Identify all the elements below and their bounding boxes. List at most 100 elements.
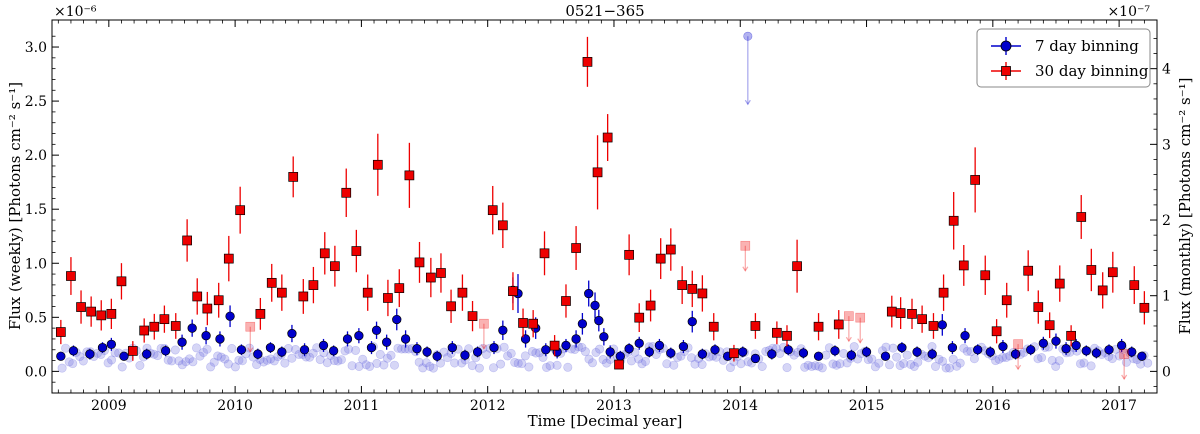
monthly-data-point xyxy=(86,306,96,317)
faint-weekly-point xyxy=(909,361,919,371)
weekly-data-point xyxy=(328,346,339,356)
weekly-data-point xyxy=(1071,340,1081,351)
faint-weekly-point xyxy=(884,360,894,370)
faint-weekly-point xyxy=(510,357,520,367)
monthly-upper-limit-point xyxy=(245,321,256,332)
faint-weekly-point xyxy=(595,344,605,354)
weekly-data-point xyxy=(678,341,689,352)
faint-weekly-point xyxy=(153,351,163,361)
x-tick-label: 2011 xyxy=(344,398,380,414)
faint-weekly-point xyxy=(361,360,371,370)
monthly-data-point xyxy=(634,312,645,323)
weekly-data-point xyxy=(215,334,225,344)
faint-weekly-point xyxy=(230,362,240,372)
faint-weekly-point xyxy=(527,346,537,356)
weekly-upper-limit-point xyxy=(743,31,753,41)
weekly-data-point xyxy=(119,351,129,361)
y-left-tick-label: 1.0 xyxy=(25,256,47,272)
monthly-data-point xyxy=(497,220,508,231)
faint-weekly-point xyxy=(223,359,233,369)
faint-weekly-point xyxy=(488,363,498,373)
monthly-data-point xyxy=(330,261,340,272)
faint-weekly-point xyxy=(252,360,262,370)
faint-weekly-point xyxy=(913,357,923,367)
monthly-data-point xyxy=(665,244,676,255)
weekly-data-point xyxy=(960,331,970,341)
y-left-tick-label: 2.0 xyxy=(25,148,47,164)
faint-weekly-point xyxy=(669,360,679,370)
faint-weekly-point xyxy=(938,356,948,366)
weekly-data-point xyxy=(1010,349,1021,359)
weekly-data-point xyxy=(861,347,872,357)
faint-weekly-point xyxy=(934,354,944,364)
faint-weekly-point xyxy=(1121,357,1131,367)
faint-weekly-point xyxy=(269,356,279,366)
weekly-data-point xyxy=(644,347,654,357)
monthly-upper-limit-arrowhead xyxy=(845,336,852,343)
monthly-upper-limit-point xyxy=(479,318,489,329)
faint-weekly-point xyxy=(220,354,230,364)
monthly-data-point xyxy=(76,302,86,312)
faint-weekly-point xyxy=(379,360,389,370)
weekly-data-point xyxy=(1127,347,1137,357)
weekly-data-point xyxy=(666,348,676,358)
monthly-data-point xyxy=(561,296,571,306)
weekly-data-point xyxy=(371,325,382,335)
faint-weekly-point xyxy=(881,342,891,352)
weekly-data-point xyxy=(400,334,411,344)
weekly-data-point xyxy=(1081,346,1091,356)
data-marks xyxy=(55,31,1150,381)
monthly-data-point xyxy=(539,248,550,259)
monthly-data-point xyxy=(404,170,415,181)
faint-weekly-point xyxy=(199,347,209,357)
weekly-data-point xyxy=(998,341,1008,352)
faint-weekly-point xyxy=(531,348,541,358)
faint-weekly-point xyxy=(736,359,746,369)
weekly-upper-limit-arrowhead xyxy=(744,99,751,106)
monthly-data-point xyxy=(697,288,708,299)
faint-weekly-point xyxy=(800,362,810,372)
faint-weekly-point xyxy=(948,354,958,364)
y-left-tick-label: 2.5 xyxy=(25,94,47,110)
weekly-data-point xyxy=(947,342,958,353)
faint-weekly-point xyxy=(952,361,962,371)
weekly-data-point xyxy=(447,342,457,353)
weekly-data-point xyxy=(750,353,761,364)
weekly-data-point xyxy=(605,347,615,357)
faint-weekly-point xyxy=(1079,358,1089,368)
weekly-data-point xyxy=(561,340,571,351)
monthly-data-point xyxy=(192,291,203,302)
monthly-data-point xyxy=(508,286,518,297)
faint-weekly-point xyxy=(503,351,513,361)
faint-weekly-point xyxy=(1143,358,1153,368)
monthly-data-point xyxy=(970,175,980,185)
faint-weekly-point xyxy=(358,354,368,364)
faint-weekly-point xyxy=(174,356,184,366)
monthly-data-point xyxy=(1076,212,1087,222)
faint-weekly-point xyxy=(262,355,272,365)
faint-weekly-point xyxy=(637,359,647,369)
faint-weekly-point xyxy=(835,359,845,369)
weekly-data-point xyxy=(277,347,287,357)
faint-weekly-point xyxy=(425,361,435,371)
x-tick-label: 2015 xyxy=(849,398,885,414)
ticks: 2009 2010 2011 2012 2013 2014 2015 2016 20170.00… xyxy=(25,20,1171,414)
faint-weekly-point xyxy=(870,362,880,372)
y-left-tick-label: 0.0 xyxy=(25,364,47,380)
x-tick-label: 2010 xyxy=(217,398,253,414)
weekly-data-point xyxy=(1051,336,1061,346)
faint-weekly-point xyxy=(315,355,325,365)
faint-weekly-point xyxy=(206,362,216,372)
faint-weekly-point xyxy=(962,346,972,356)
faint-weekly-point xyxy=(584,354,594,364)
monthly-data-point xyxy=(1086,265,1097,275)
faint-weekly-point xyxy=(591,347,601,357)
weekly-data-point xyxy=(97,342,108,353)
weekly-data-point xyxy=(1137,351,1147,361)
faint-weekly-point xyxy=(587,358,597,368)
faint-weekly-point xyxy=(389,360,399,370)
weekly-data-point xyxy=(927,349,937,359)
weekly-data-point xyxy=(687,316,697,327)
faint-weekly-point xyxy=(672,352,682,362)
y-right-tick-label: 4 xyxy=(1162,62,1171,78)
